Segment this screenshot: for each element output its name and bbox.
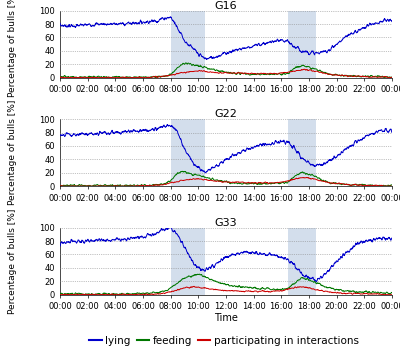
X-axis label: Time: Time [214, 313, 238, 323]
Y-axis label: Percentage of bulls [%]: Percentage of bulls [%] [8, 100, 17, 205]
Bar [288, 11, 316, 78]
Bar [171, 228, 205, 295]
Y-axis label: Percentage of bulls [%]: Percentage of bulls [%] [8, 0, 17, 97]
Title: G16: G16 [215, 1, 237, 11]
Legend: lying, feeding, participating in interactions: lying, feeding, participating in interac… [85, 332, 363, 350]
Bar [288, 228, 316, 295]
Title: G33: G33 [215, 218, 237, 228]
Y-axis label: Percentage of bulls [%]: Percentage of bulls [%] [8, 208, 17, 314]
Bar [171, 11, 205, 78]
Title: G22: G22 [214, 109, 238, 119]
Bar [171, 119, 205, 186]
Bar [288, 119, 316, 186]
